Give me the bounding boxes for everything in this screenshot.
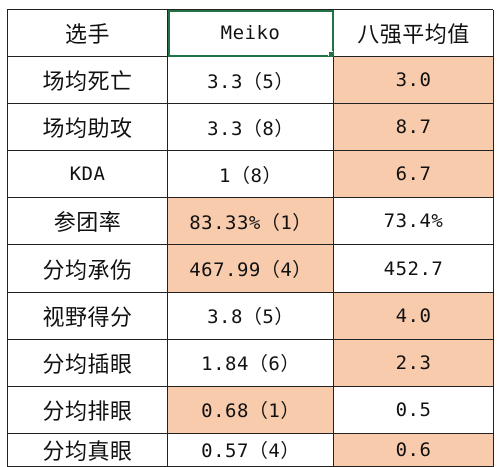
cell-avg-deaths[interactable]: 3.0	[334, 57, 494, 105]
row-label-assists[interactable]: 场均助攻	[8, 104, 168, 152]
row-label-wards-cleared[interactable]: 分均排眼	[8, 386, 168, 434]
cell-avg-vision-score[interactable]: 4.0	[334, 292, 494, 340]
row-label-control-wards[interactable]: 分均真眼	[8, 433, 168, 467]
cell-avg-kill-participation[interactable]: 73.4%	[334, 198, 494, 246]
cell-avg-wards-cleared[interactable]: 0.5	[334, 386, 494, 434]
cell-player-damage-taken[interactable]: 467.99（4）	[168, 245, 334, 293]
row-label-deaths[interactable]: 场均死亡	[8, 57, 168, 105]
cell-avg-assists[interactable]: 8.7	[334, 104, 494, 152]
cell-avg-damage-taken[interactable]: 452.7	[334, 245, 494, 293]
cell-player-assists[interactable]: 3.3（8）	[168, 104, 334, 152]
row-label-damage-taken[interactable]: 分均承伤	[8, 245, 168, 293]
row-label-kill-participation[interactable]: 参团率	[8, 198, 168, 246]
cell-player-control-wards[interactable]: 0.57（4）	[168, 433, 334, 467]
spreadsheet: 选手 Meiko 八强平均值 场均死亡 3.3（5） 3.0 场均助攻 3.3（…	[7, 9, 494, 467]
cell-player-deaths[interactable]: 3.3（5）	[168, 57, 334, 105]
cell-player-vision-score[interactable]: 3.8（5）	[168, 292, 334, 340]
cell-avg-kda[interactable]: 6.7	[334, 151, 494, 199]
stats-table: 选手 Meiko 八强平均值 场均死亡 3.3（5） 3.0 场均助攻 3.3（…	[7, 9, 494, 467]
cell-player-wards-placed[interactable]: 1.84（6）	[168, 339, 334, 387]
cell-player-wards-cleared[interactable]: 0.68（1）	[168, 386, 334, 434]
header-cell-average[interactable]: 八强平均值	[334, 10, 494, 58]
row-label-wards-placed[interactable]: 分均插眼	[8, 339, 168, 387]
cell-player-kill-participation[interactable]: 83.33%（1）	[168, 198, 334, 246]
header-cell-player-name[interactable]: Meiko	[168, 10, 334, 58]
cell-avg-control-wards[interactable]: 0.6	[334, 433, 494, 467]
fill-handle[interactable]	[328, 51, 333, 57]
row-label-kda[interactable]: KDA	[8, 151, 168, 199]
row-label-vision-score[interactable]: 视野得分	[8, 292, 168, 340]
cell-player-kda[interactable]: 1（8）	[168, 151, 334, 199]
header-player-name-text: Meiko	[220, 22, 281, 45]
cell-avg-wards-placed[interactable]: 2.3	[334, 339, 494, 387]
header-cell-player-label[interactable]: 选手	[8, 10, 168, 58]
